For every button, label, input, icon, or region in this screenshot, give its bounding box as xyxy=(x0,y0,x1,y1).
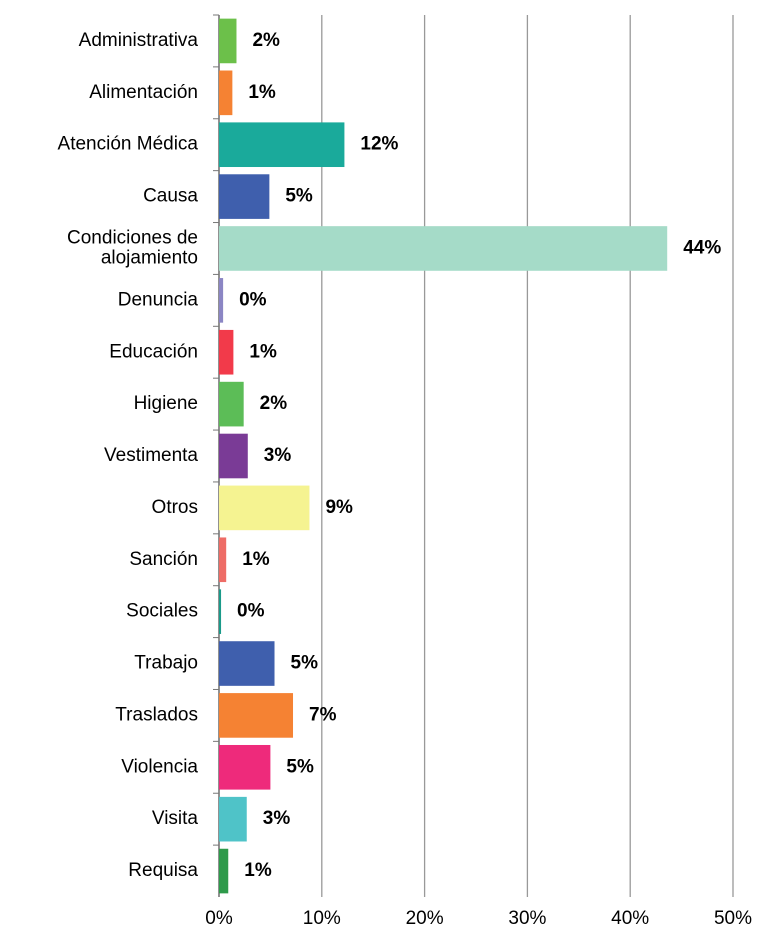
bar xyxy=(219,18,237,64)
x-tick-label: 10% xyxy=(303,908,341,929)
y-tick-label: Visita xyxy=(152,808,199,829)
value-label: 0% xyxy=(237,601,265,622)
y-tick-label: Educación xyxy=(109,341,198,362)
value-label: 12% xyxy=(360,134,398,155)
value-label: 3% xyxy=(263,808,291,829)
bar xyxy=(219,693,294,738)
bar xyxy=(219,537,227,583)
bar xyxy=(219,641,275,686)
value-label: 5% xyxy=(286,756,314,777)
x-tick-label: 50% xyxy=(714,908,752,929)
bar xyxy=(219,744,271,790)
value-label: 2% xyxy=(260,393,288,414)
bar xyxy=(219,796,247,842)
value-label: 44% xyxy=(683,237,721,258)
bar xyxy=(219,329,234,375)
value-label: 2% xyxy=(252,30,280,51)
bar xyxy=(219,589,222,634)
value-label: 5% xyxy=(291,653,319,674)
bar xyxy=(219,122,345,168)
y-tick-label: Causa xyxy=(143,186,198,207)
bar xyxy=(219,381,244,427)
y-tick-label: Requisa xyxy=(128,860,198,881)
y-tick-label: Condiciones de alojamiento xyxy=(67,227,198,268)
y-tick-label: Trabajo xyxy=(134,653,198,674)
value-label: 1% xyxy=(244,860,272,881)
x-tick-label: 0% xyxy=(205,908,233,929)
y-tick-label: Otros xyxy=(152,497,198,518)
x-tick-label: 30% xyxy=(508,908,546,929)
bar xyxy=(219,485,310,531)
y-tick-label: Traslados xyxy=(115,704,198,725)
bar xyxy=(219,848,229,894)
value-label: 1% xyxy=(249,341,277,362)
y-tick-label: Administrativa xyxy=(79,30,199,51)
bar xyxy=(219,278,224,323)
y-tick-label: Vestimenta xyxy=(104,445,198,466)
value-label: 5% xyxy=(285,186,313,207)
y-tick-label: Denuncia xyxy=(118,289,199,310)
bar xyxy=(219,433,248,479)
x-tick-label: 40% xyxy=(611,908,649,929)
y-tick-label: Sanción xyxy=(129,549,198,570)
value-label: 7% xyxy=(309,704,337,725)
value-label: 1% xyxy=(248,82,276,103)
value-label: 0% xyxy=(239,289,267,310)
bar xyxy=(219,70,233,116)
y-tick-label: Higiene xyxy=(134,393,198,414)
y-tick-label: Atención Médica xyxy=(58,134,199,155)
bar xyxy=(219,226,668,271)
y-tick-label: Alimentación xyxy=(89,82,198,103)
bar xyxy=(219,174,270,219)
value-label: 1% xyxy=(242,549,270,570)
value-label: 3% xyxy=(264,445,292,466)
y-tick-label: Sociales xyxy=(126,601,198,622)
y-tick-label: Violencia xyxy=(121,756,198,777)
value-label: 9% xyxy=(325,497,353,518)
x-tick-label: 20% xyxy=(406,908,444,929)
